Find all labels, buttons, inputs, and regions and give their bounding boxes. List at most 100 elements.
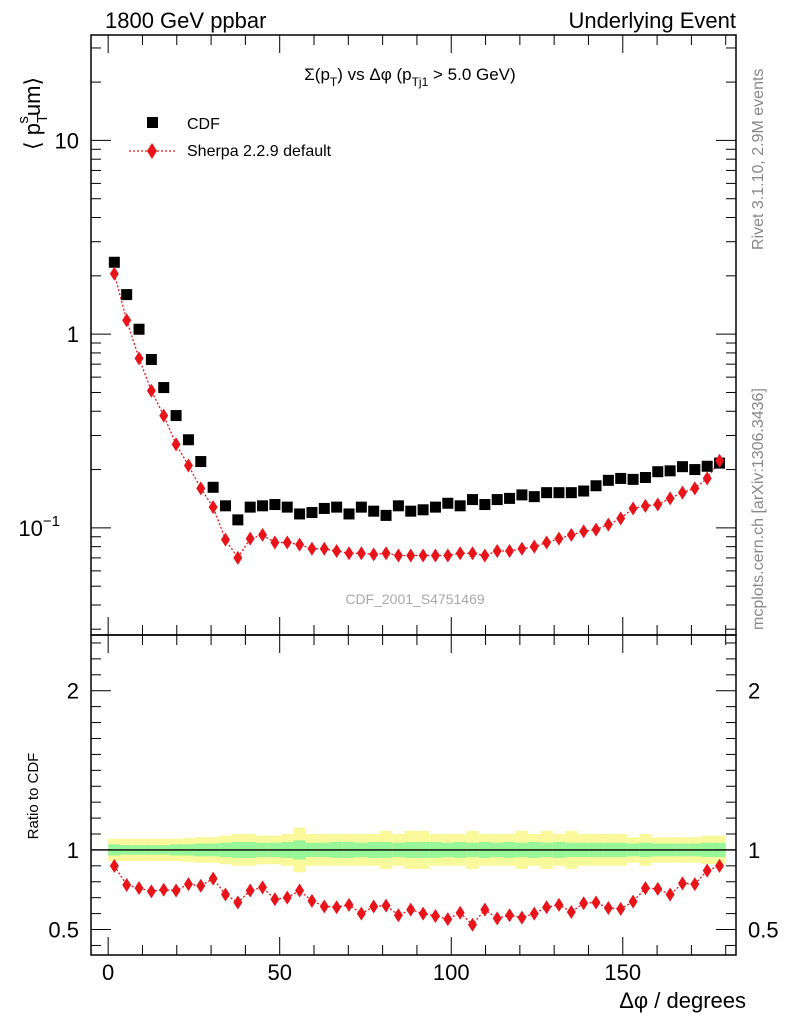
ratio-sherpa-point: [443, 912, 453, 927]
cdf-data-point: [652, 466, 664, 478]
legend-sherpa-label: Sherpa 2.2.9 default: [187, 143, 332, 160]
ratio-sherpa-point: [665, 887, 675, 902]
cdf-data-point: [170, 410, 182, 422]
sherpa-data-point: [270, 535, 280, 550]
sherpa-data-point: [492, 543, 502, 558]
ratio-y-tick-label-left: 2: [67, 679, 79, 704]
cdf-data-point: [343, 508, 355, 520]
ratio-sherpa-point: [529, 906, 539, 921]
sherpa-data-point: [665, 491, 675, 506]
main-panel-series: [108, 256, 726, 565]
sherpa-data-point: [455, 546, 465, 561]
ratio-y-tick-label-left: 1: [67, 838, 79, 863]
cdf-data-point: [392, 500, 404, 512]
cdf-data-point: [405, 505, 417, 517]
ratio-sherpa-point: [579, 896, 589, 911]
ratio-sherpa-point: [418, 906, 428, 921]
cdf-data-point: [158, 382, 170, 394]
ratio-sherpa-point: [505, 908, 515, 923]
cdf-data-point: [442, 497, 454, 509]
sherpa-data-point: [369, 547, 379, 562]
sherpa-data-point: [554, 531, 564, 546]
cdf-data-point: [689, 464, 701, 476]
ratio-sherpa-point: [677, 876, 687, 891]
sherpa-data-point: [418, 548, 428, 563]
sherpa-data-point: [146, 383, 156, 398]
cdf-data-point: [219, 500, 231, 512]
sherpa-data-point: [616, 511, 626, 526]
cdf-data-point: [257, 500, 269, 512]
ratio-sherpa-point: [344, 897, 354, 912]
sherpa-data-point: [332, 543, 342, 558]
cdf-data-point: [145, 353, 157, 365]
ylabel-open: ⟨ p: [20, 123, 45, 150]
ratio-sherpa-point: [183, 877, 193, 892]
cdf-data-point: [331, 501, 343, 513]
ratio-sherpa-point: [591, 895, 601, 910]
ratio-y-tick-label-right: 0.5: [748, 918, 779, 943]
cdf-data-point: [676, 461, 688, 473]
ratio-sherpa-point: [517, 910, 527, 925]
ratio-sherpa-point: [307, 893, 317, 908]
ratio-sherpa-point: [319, 899, 329, 914]
cdf-data-point: [615, 472, 627, 484]
ratio-sherpa-point: [690, 877, 700, 892]
cdf-data-point: [565, 487, 577, 499]
ratio-panel-ticks: [91, 635, 736, 955]
cdf-data-point: [207, 481, 219, 493]
sherpa-data-point: [468, 546, 478, 561]
y-tick-exponent: −1: [43, 513, 60, 530]
ratio-sherpa-point: [554, 897, 564, 912]
plot-title: Σ(pT) vs Δφ (pTj1 > 5.0 GeV): [304, 65, 515, 89]
ratio-panel-series: [109, 858, 725, 932]
ratio-sherpa-point: [628, 894, 638, 909]
ratio-sherpa-point: [159, 882, 169, 897]
cdf-data-point: [578, 485, 590, 497]
sherpa-data-point: [233, 550, 243, 565]
x-tick-label: 150: [604, 960, 641, 985]
sherpa-data-point: [183, 458, 193, 473]
cdf-data-point: [133, 323, 145, 335]
main-y-tick-label: 10−1: [18, 513, 60, 541]
x-tick-label: 100: [433, 960, 470, 985]
ratio-sherpa-point: [381, 898, 391, 913]
title-sub-1: T: [330, 75, 338, 89]
ratio-sherpa-point: [542, 900, 552, 915]
sherpa-data-point: [542, 535, 552, 550]
sherpa-data-point: [677, 485, 687, 500]
ratio-sherpa-point: [109, 858, 119, 873]
cdf-data-point: [467, 494, 479, 506]
sherpa-data-point: [220, 532, 230, 547]
title-sub-2: Tj1: [412, 75, 429, 89]
sherpa-data-point: [282, 535, 292, 550]
ratio-sherpa-point: [492, 911, 502, 926]
title-part-tail: > 5.0 GeV): [428, 65, 515, 84]
cdf-data-point: [541, 487, 553, 499]
ratio-sherpa-point: [616, 901, 626, 916]
cdf-data-point: [232, 514, 244, 526]
sherpa-data-point: [603, 517, 613, 532]
cdf-data-point: [454, 500, 466, 512]
ratio-sherpa-point: [715, 858, 725, 873]
cdf-data-point: [429, 501, 441, 513]
sherpa-data-point: [295, 537, 305, 552]
sherpa-data-point: [344, 546, 354, 561]
x-tick-label: 0: [102, 960, 114, 985]
ratio-panel-frame: [90, 634, 737, 956]
ratio-sherpa-point: [468, 917, 478, 932]
ratio-sherpa-point: [122, 877, 132, 892]
cdf-data-point: [528, 491, 540, 503]
ratio-sherpa-point: [566, 905, 576, 920]
sherpa-data-point: [319, 541, 329, 556]
sherpa-data-point: [159, 408, 169, 423]
analysis-id-watermark: CDF_2001_S4751469: [345, 591, 485, 607]
sherpa-data-point: [307, 541, 317, 556]
cdf-data-point: [627, 473, 639, 485]
cdf-data-point: [417, 504, 429, 516]
cdf-data-point: [368, 505, 380, 517]
ratio-sherpa-point: [455, 905, 465, 920]
title-part-mid: ) vs Δφ (p: [337, 65, 411, 84]
cdf-data-point: [701, 460, 713, 472]
header-right-label: Underlying Event: [568, 8, 736, 33]
sherpa-data-point: [702, 471, 712, 486]
